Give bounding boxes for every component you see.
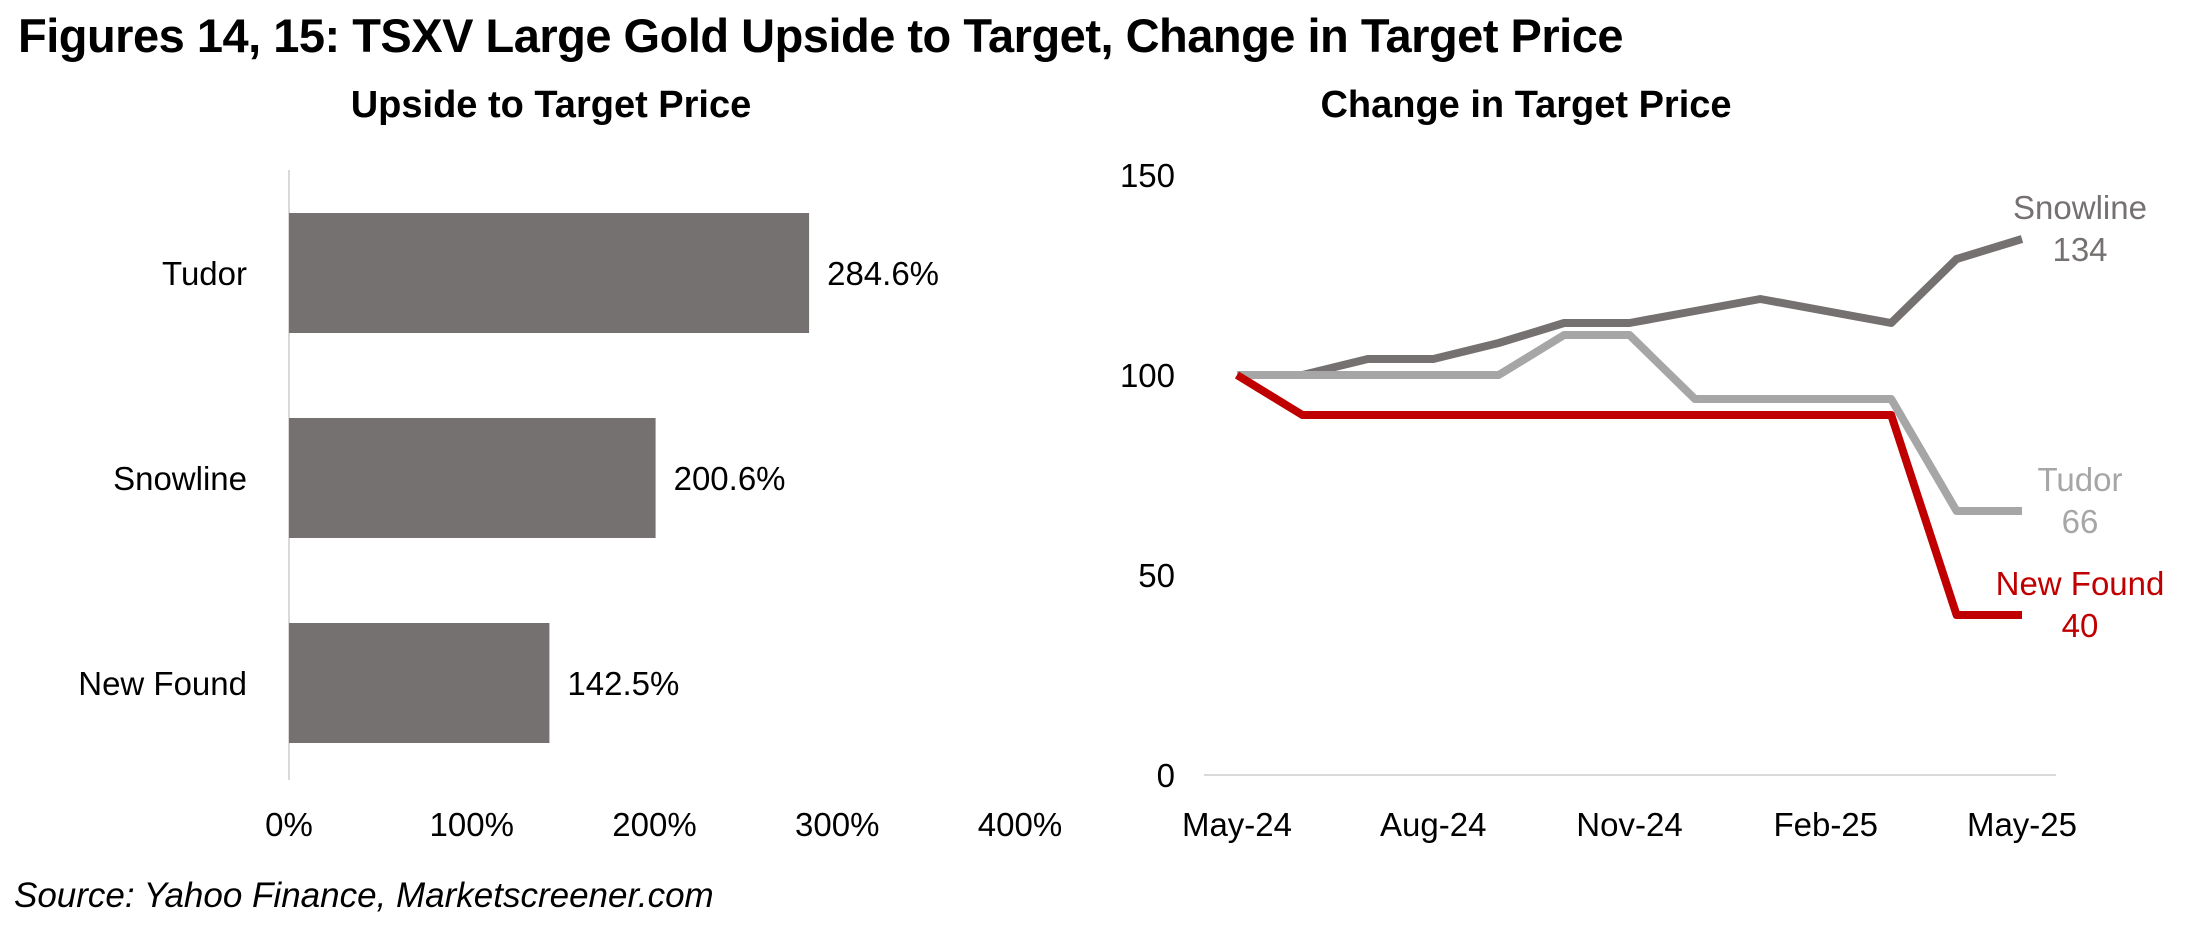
- bar-chart-x-tick: 200%: [612, 806, 696, 843]
- series-end-name-label: Tudor: [2038, 461, 2123, 498]
- bar-category-label: Tudor: [162, 255, 247, 292]
- line-chart-y-tick: 150: [1120, 157, 1175, 194]
- line-chart-x-tick: Nov-24: [1576, 806, 1682, 843]
- bar-new-found: [289, 623, 550, 743]
- bar-chart-x-tick: 300%: [795, 806, 879, 843]
- series-line-snowline: [1237, 235, 2024, 379]
- bar-chart-title: Upside to Target Price: [350, 84, 752, 126]
- bar-value-label: 142.5%: [567, 665, 679, 702]
- bar-value-label: 284.6%: [827, 255, 939, 292]
- line-chart-x-tick: Feb-25: [1773, 806, 1878, 843]
- bar-snowline: [289, 418, 656, 538]
- bar-tudor: [289, 213, 810, 333]
- line-chart-y-tick: 100: [1120, 357, 1175, 394]
- series-end-value-label: 134: [2052, 231, 2107, 268]
- bar-chart-x-tick: 0%: [265, 806, 313, 843]
- line-chart-title: Change in Target Price: [1320, 84, 1732, 126]
- series-end-value-label: 40: [2062, 607, 2099, 644]
- line-chart-x-tick: May-24: [1182, 806, 1292, 843]
- line-chart-y-tick: 50: [1138, 557, 1175, 594]
- series-line-tudor: [1237, 331, 2022, 515]
- line-chart-y-tick: 0: [1157, 757, 1175, 794]
- line-chart-x-tick: Aug-24: [1380, 806, 1486, 843]
- series-end-value-label: 66: [2062, 503, 2099, 540]
- line-chart-x-tick: May-25: [1967, 806, 2077, 843]
- series-end-name-label: New Found: [1996, 565, 2165, 602]
- figure-main-title: Figures 14, 15: TSXV Large Gold Upside t…: [18, 9, 1624, 62]
- source-attribution: Source: Yahoo Finance, Marketscreener.co…: [14, 876, 714, 915]
- bar-chart-x-tick: 400%: [978, 806, 1062, 843]
- series-end-name-label: Snowline: [2013, 189, 2147, 226]
- bar-value-label: 200.6%: [674, 460, 786, 497]
- bar-chart-x-tick: 100%: [430, 806, 514, 843]
- bar-category-label: New Found: [78, 665, 247, 702]
- bar-category-label: Snowline: [113, 460, 247, 497]
- series-line-new-found: [1234, 371, 2022, 619]
